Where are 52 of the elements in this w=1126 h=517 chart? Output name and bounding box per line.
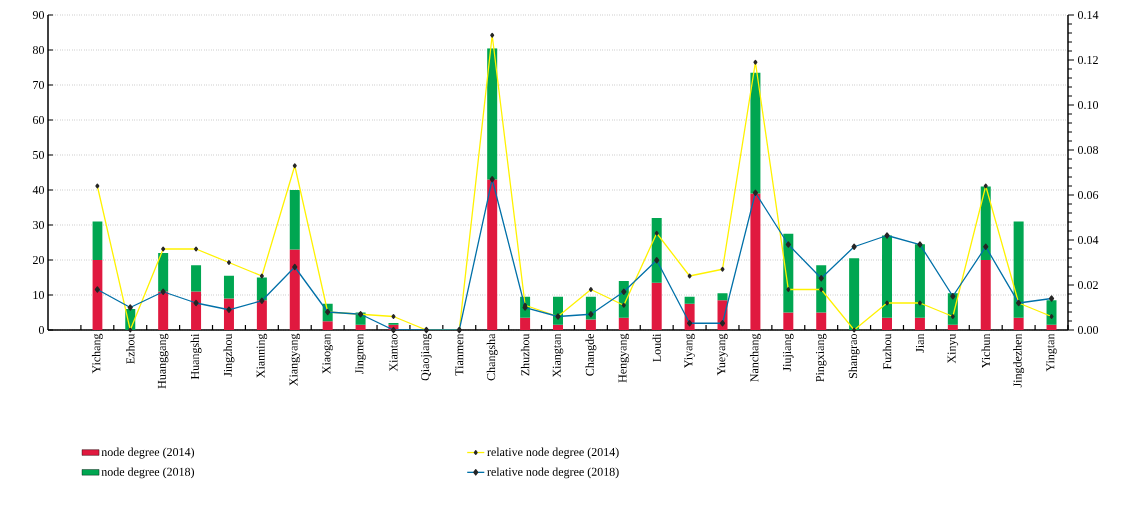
- x-tick-label: Xinyu: [947, 333, 959, 364]
- legend-label: node degree (2014): [101, 447, 195, 459]
- x-tick-label: Yiyang: [684, 333, 695, 369]
- legend-label: node degree (2018): [101, 467, 195, 479]
- x-tick-label: Xiaogan: [322, 333, 333, 374]
- x-tick-label: Jingdezhen: [1013, 333, 1025, 388]
- y2-tick-label: 0.02: [1077, 280, 1098, 290]
- x-tick-label: Yingtan: [1046, 333, 1057, 372]
- y-tick-label: 10: [33, 290, 45, 300]
- y2-tick-label: 0.08: [1077, 145, 1099, 155]
- x-tick-label: Shangrao: [848, 334, 860, 379]
- y2-tick-label: 0.14: [1077, 10, 1099, 20]
- x-tick-label: Xiangyang: [289, 333, 301, 386]
- x-tick-label: Hengyang: [618, 333, 630, 383]
- x-tick-label: Yichang: [91, 333, 103, 374]
- x-tick-label: Fuzhou: [882, 333, 892, 370]
- y-tick-label: 70: [33, 80, 45, 90]
- x-tick-label: Huangshi: [190, 333, 202, 380]
- y-tick-label: 50: [33, 150, 45, 160]
- y-tick-label: 0: [38, 325, 45, 335]
- x-tick-label: Tianmen: [455, 333, 464, 376]
- x-tick-label: Changsha: [486, 333, 498, 381]
- y2-tick-label: 0.10: [1077, 100, 1099, 110]
- y2-tick-label: 0.06: [1077, 190, 1099, 200]
- y2-tick-label: 0.00: [1077, 325, 1099, 335]
- x-tick-label: Qiaojiang: [421, 333, 432, 381]
- x-tick-label: Xiangtan: [552, 333, 564, 378]
- x-tick-label: Jingzhou: [223, 333, 235, 377]
- x-tick-label: Nanchang: [749, 333, 761, 382]
- x-tick-label: Xianning: [256, 333, 268, 378]
- y2-tick-label: 0.12: [1077, 55, 1098, 65]
- x-tick-label: Ezhou: [126, 333, 135, 364]
- x-tick-label: Changde: [585, 333, 597, 376]
- x-tick-label: Jian: [915, 333, 924, 353]
- x-tick-label: Jingmen: [355, 333, 366, 374]
- x-tick-label: Zhuzhou: [520, 333, 530, 376]
- x-tick-label: Xiantao: [389, 333, 398, 372]
- y-tick-label: 20: [33, 255, 45, 265]
- x-tick-label: Pingxiang: [815, 333, 827, 382]
- x-tick-label: Yueyang: [717, 333, 728, 376]
- x-tick-label: Huanggang: [157, 333, 169, 389]
- y-tick-label: 80: [32, 45, 45, 55]
- y-tick-label: 40: [32, 185, 45, 195]
- y-tick-label: 30: [33, 220, 45, 230]
- y-tick-label: 60: [32, 115, 45, 125]
- x-tick-label: Loudi: [652, 333, 661, 362]
- legend-label: relative node degree (2014): [487, 447, 619, 459]
- y2-tick-label: 0.04: [1077, 235, 1099, 245]
- legend-label: relative node degree (2018): [487, 467, 619, 479]
- x-tick-label: Yichun: [981, 333, 990, 369]
- y-tick-label: 90: [32, 10, 45, 20]
- x-tick-label: Jiujiang: [783, 333, 794, 372]
